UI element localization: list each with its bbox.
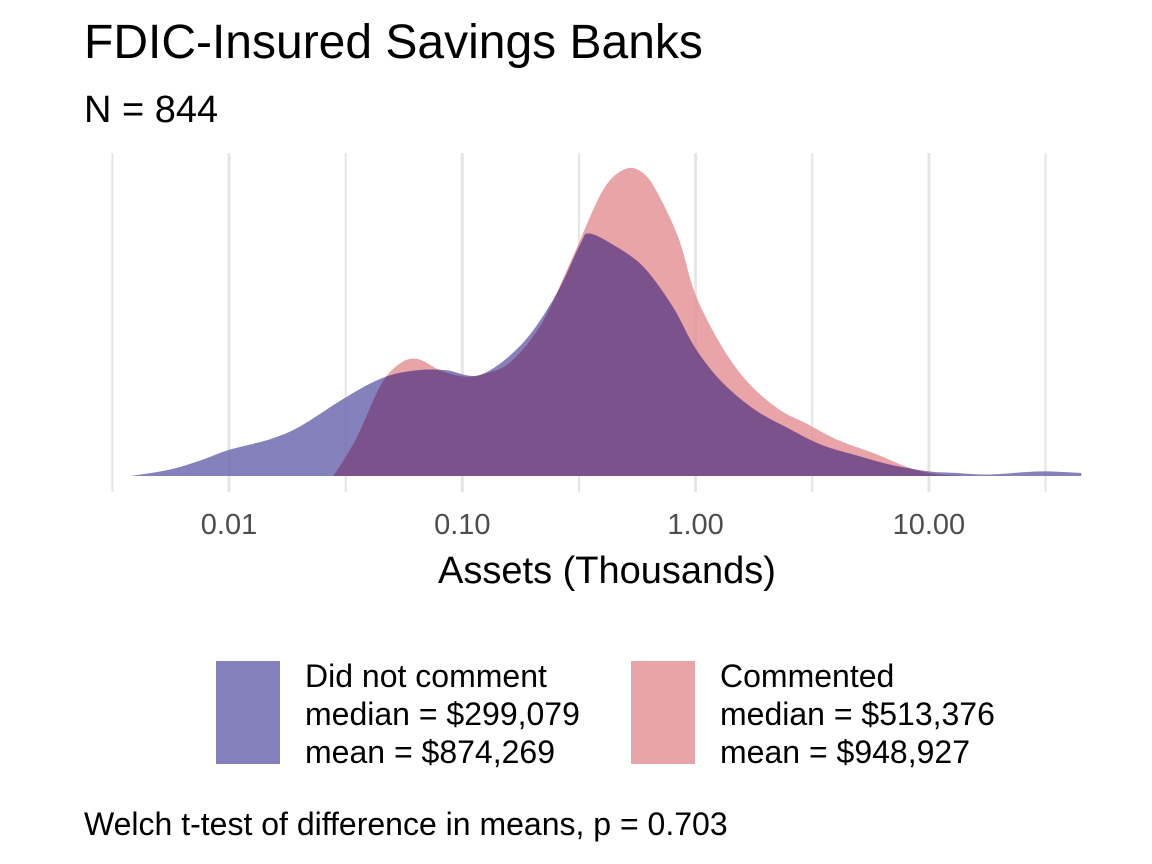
legend-swatch-commented (631, 661, 695, 764)
legend-swatch-did-not-comment (216, 661, 280, 764)
legend-median-commented: median = $513,376 (720, 696, 995, 732)
legend-label-commented: Commented (720, 658, 894, 694)
footnote: Welch t-test of difference in means, p =… (84, 806, 728, 842)
chart-title: FDIC-Insured Savings Banks (84, 16, 703, 69)
density-areas (131, 167, 1082, 476)
x-tick-label: 0.01 (201, 509, 257, 541)
legend: Did not comment median = $299,079 mean =… (216, 658, 995, 770)
legend-mean-commented: mean = $948,927 (720, 734, 970, 770)
legend-label-did-not-comment: Did not comment (305, 658, 547, 694)
x-tick-label: 0.10 (434, 509, 490, 541)
chart-subtitle: N = 844 (84, 89, 218, 131)
legend-median-did-not-comment: median = $299,079 (305, 696, 580, 732)
x-tick-label: 1.00 (667, 509, 723, 541)
x-tick-label: 10.00 (893, 509, 966, 541)
legend-mean-did-not-comment: mean = $874,269 (305, 734, 555, 770)
legend-item-did-not-comment: Did not comment median = $299,079 mean =… (216, 658, 580, 770)
x-tick-labels: 0.01 0.10 1.00 10.00 (201, 509, 965, 541)
x-axis-label: Assets (Thousands) (438, 550, 776, 592)
density-overlap (333, 233, 970, 476)
legend-item-commented: Commented median = $513,376 mean = $948,… (631, 658, 995, 770)
